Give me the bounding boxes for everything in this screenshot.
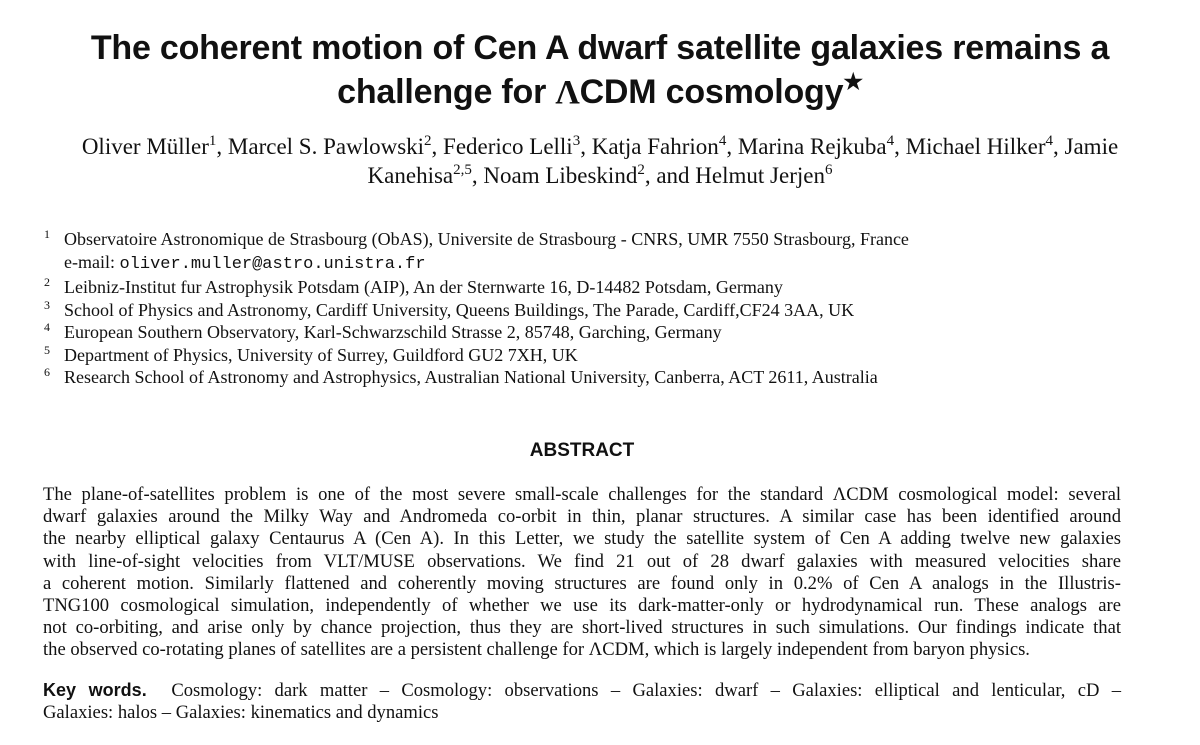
keywords-line-2: Galaxies: halos – Galaxies: kinematics a… <box>43 702 439 724</box>
abstract-body: The plane-of-satellites problem is one o… <box>43 484 1121 662</box>
author-separator: , <box>216 134 228 159</box>
author-separator: , <box>726 134 738 159</box>
author-affil-ref: 4 <box>1045 133 1054 149</box>
keywords-text-1: Cosmology: dark matter – Cosmology: obse… <box>171 680 1122 701</box>
author-name: Noam Libeskind <box>483 163 638 188</box>
author-separator: , <box>1053 134 1065 159</box>
author-name: Katja Fahrion <box>591 134 719 159</box>
abstract-line: The plane-of-satellites problem is one o… <box>43 484 1121 505</box>
lambda-symbol: Λ <box>555 74 580 111</box>
affiliation-email-row: e-mail: oliver.muller@astro.unistra.fr <box>38 251 1178 277</box>
title-line-1: The coherent motion of Cen A dwarf satel… <box>90 29 1110 67</box>
keywords-section: Key words. Cosmology: dark matter – Cosm… <box>43 679 1121 724</box>
author-separator: , and <box>644 163 696 188</box>
keywords-line-1: Key words. Cosmology: dark matter – Cosm… <box>43 679 1121 702</box>
author-name-first-part: Jamie <box>1064 134 1119 159</box>
author-affil-ref: 3 <box>572 133 581 149</box>
author-list: Oliver Müller1, Marcel S. Pawlowski2, Fe… <box>10 132 1190 190</box>
abstract-line: a coherent motion. Similarly flattened a… <box>43 572 1121 594</box>
abstract-line: TNG100 cosmological simulation, independ… <box>43 595 1121 617</box>
author-affil-ref: 4 <box>718 133 727 149</box>
author-separator: , <box>580 134 592 159</box>
affiliation-list: 1 Observatoire Astronomique de Strasbour… <box>38 227 1178 389</box>
affiliation-text: School of Physics and Astronomy, Cardiff… <box>64 299 855 320</box>
affiliation-item: 4 European Southern Observatory, Karl-Sc… <box>38 320 1178 344</box>
title-footnote-star: ★ <box>843 69 863 94</box>
author-name: Marina Rejkuba <box>737 134 887 159</box>
title-line-2-post: CDM cosmology <box>579 73 844 111</box>
author-name-second-part: Kanehisa <box>367 163 454 188</box>
contact-email-link[interactable]: oliver.muller@astro.unistra.fr <box>119 254 426 274</box>
affiliation-number: 2 <box>44 275 50 289</box>
author-separator: , <box>471 163 484 188</box>
author-name: Federico Lelli <box>443 134 573 159</box>
abstract-line: with line-of-sight velocities from VLT/M… <box>43 550 1121 572</box>
affiliation-text: European Southern Observatory, Karl-Schw… <box>64 322 722 342</box>
title-line-2: challenge for ΛCDM cosmology★ <box>20 70 1180 115</box>
author-line-1: Oliver Müller1, Marcel S. Pawlowski2, Fe… <box>10 132 1190 161</box>
affiliation-text: Observatoire Astronomique de Strasbourg … <box>64 229 909 249</box>
affiliation-number: 4 <box>44 320 50 334</box>
author-affil-ref: 2,5 <box>453 162 472 178</box>
abstract-line: not co-orbiting, and arise only by chanc… <box>43 617 1121 639</box>
author-name: Michael Hilker <box>905 134 1046 159</box>
affiliation-number: 6 <box>44 365 50 379</box>
abstract-line: the nearby elliptical galaxy Centaurus A… <box>43 528 1121 550</box>
affiliation-item: 6 Research School of Astronomy and Astro… <box>38 365 1178 389</box>
affiliation-item: 5 Department of Physics, University of S… <box>38 343 1178 367</box>
author-affil-ref: 4 <box>886 133 895 149</box>
author-name: Oliver Müller <box>81 134 209 159</box>
abstract-line: dwarf galaxies around the Milky Way and … <box>43 506 1121 528</box>
affiliation-number: 5 <box>44 342 50 357</box>
affiliation-text: Research School of Astronomy and Astroph… <box>64 367 878 387</box>
author-line-2: Kanehisa2,5, Noam Libeskind2, and Helmut… <box>10 161 1190 190</box>
author-separator: , <box>431 134 444 159</box>
affiliation-item: 3 School of Physics and Astronomy, Cardi… <box>38 298 1178 322</box>
paper-title: The coherent motion of Cen A dwarf satel… <box>20 26 1180 115</box>
affiliation-text: Department of Physics, University of Sur… <box>64 344 578 365</box>
author-name: Marcel S. Pawlowski <box>227 134 425 159</box>
affiliation-number: 3 <box>44 297 50 312</box>
title-line-2-pre: challenge for <box>337 73 556 111</box>
author-affil-ref: 1 <box>208 133 217 149</box>
keywords-label: Key words. <box>43 680 147 700</box>
abstract-heading: ABSTRACT <box>529 440 635 461</box>
abstract-line: the observed co-rotating planes of satel… <box>43 639 1030 661</box>
affiliation-item: 2 Leibniz-Institut fur Astrophysik Potsd… <box>38 275 1178 299</box>
author-affil-ref: 2 <box>637 162 645 178</box>
author-affil-ref: 2 <box>424 133 432 149</box>
author-name: Helmut Jerjen <box>695 163 825 188</box>
affiliation-text: Leibniz-Institut fur Astrophysik Potsdam… <box>64 277 783 297</box>
affiliation-number: 1 <box>44 227 50 241</box>
author-affil-ref: 6 <box>824 162 833 178</box>
email-label: e-mail: <box>64 251 120 272</box>
affiliation-item: 1 Observatoire Astronomique de Strasbour… <box>38 227 1178 251</box>
author-separator: , <box>894 134 906 159</box>
